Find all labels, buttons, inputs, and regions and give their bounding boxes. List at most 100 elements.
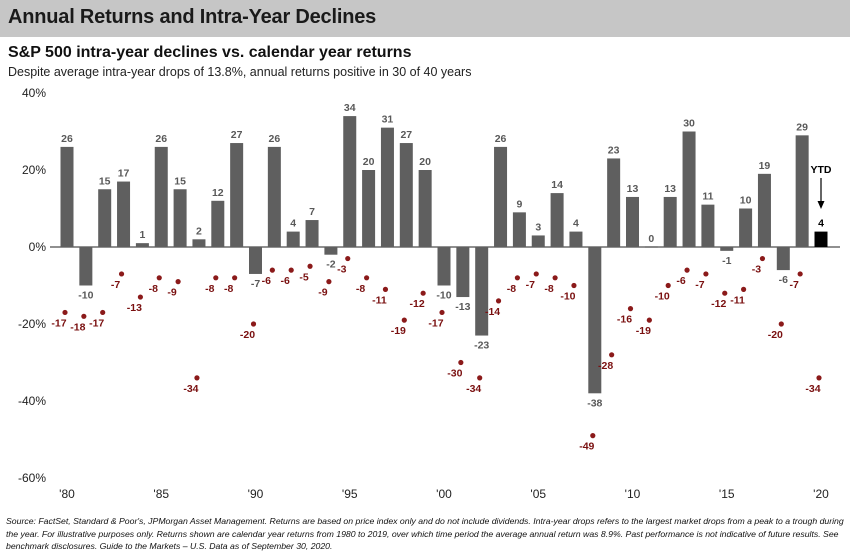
return-label: -10: [436, 290, 451, 302]
decline-dot: [118, 271, 125, 277]
decline-label: -8: [507, 283, 516, 295]
decline-label: -17: [89, 317, 104, 329]
return-label: 20: [419, 156, 431, 168]
return-label: 3: [535, 221, 541, 233]
decline-label: -12: [410, 298, 425, 310]
bars-series: 26-1015171261521227-72647-23420312720-10…: [60, 102, 828, 409]
return-bar: [173, 189, 187, 247]
return-bar: [795, 135, 809, 247]
return-bar: [550, 193, 564, 247]
return-bar: [249, 247, 262, 274]
return-bar: [588, 247, 602, 394]
decline-label: -19: [636, 325, 651, 337]
footnote: Source: FactSet, Standard & Poor's, JPMo…: [6, 516, 844, 551]
decline-dot: [81, 313, 87, 319]
decline-dot: [175, 279, 181, 285]
decline-dot: [684, 267, 690, 273]
return-label: -10: [78, 290, 93, 302]
decline-dot: [533, 271, 539, 277]
decline-label: -8: [205, 283, 214, 295]
decline-label: -20: [768, 329, 783, 341]
y-tick-label: -20%: [18, 317, 46, 331]
decline-dot: [194, 375, 200, 381]
return-label: 26: [61, 133, 73, 145]
return-label: -38: [587, 397, 602, 409]
x-tick-label: '10: [625, 487, 641, 501]
return-bar: [569, 231, 583, 247]
decline-dot: [401, 317, 407, 323]
decline-label: -3: [752, 264, 761, 276]
decline-dot: [439, 309, 445, 316]
return-label: 27: [231, 129, 243, 141]
decline-label: -16: [617, 314, 632, 326]
return-bar: [79, 247, 93, 286]
y-tick-label: 0%: [29, 240, 47, 254]
return-label: 4: [290, 218, 296, 230]
decline-dot: [288, 267, 294, 273]
decline-dot: [364, 275, 370, 281]
decline-dot: [722, 290, 728, 296]
return-bar: [324, 247, 338, 255]
return-bar: [663, 196, 677, 247]
decline-dot: [307, 263, 313, 269]
decline-label: -9: [318, 287, 327, 299]
return-label: 9: [516, 198, 522, 210]
return-bar: [230, 143, 244, 247]
return-bar: [682, 131, 696, 247]
return-label: 11: [702, 191, 713, 203]
decline-label: -10: [560, 291, 575, 303]
return-label: 31: [382, 114, 394, 126]
chart-subtitle: Despite average intra-year drops of 13.8…: [8, 65, 472, 79]
decline-dot: [269, 267, 275, 273]
return-label: -7: [251, 278, 260, 290]
decline-dot: [590, 433, 596, 439]
x-tick-label: '15: [719, 487, 735, 501]
y-tick-label: -60%: [18, 471, 46, 485]
decline-dot: [250, 321, 257, 327]
decline-label: -17: [51, 317, 66, 329]
x-tick-label: '85: [153, 487, 169, 501]
x-tick-label: '90: [248, 487, 264, 501]
ytd-annotation: YTD: [811, 164, 832, 209]
return-bar: [644, 246, 658, 248]
declines-series: -17 -18 -17 -7 -13 -8 -9 -34 -8 -8 -20 -6 -6 -5 -9 -3 -8…: [51, 255, 822, 453]
x-tick-label: '20: [813, 487, 829, 501]
decline-label: -7: [789, 279, 798, 291]
decline-dot: [477, 375, 483, 381]
decline-dot: [495, 298, 502, 304]
decline-dot: [627, 306, 634, 312]
ytd-bar: [814, 231, 828, 247]
return-label: 23: [608, 144, 620, 156]
decline-dot: [156, 275, 162, 281]
return-label: 29: [796, 121, 808, 133]
decline-label: -19: [391, 325, 406, 337]
return-bar: [757, 173, 771, 247]
return-label: 10: [740, 195, 752, 207]
decline-label: -7: [526, 279, 535, 291]
return-bar: [739, 208, 753, 247]
returns-chart: 40%20%0%-20%-40%-60% 26-1015171261521227…: [18, 86, 840, 501]
return-label: 13: [627, 183, 639, 195]
return-label: 12: [212, 187, 224, 199]
decline-label: -3: [337, 264, 346, 276]
decline-label: -17: [428, 317, 443, 329]
y-axis: 40% 20% 0% -20% -40% -60%: [18, 86, 46, 485]
return-bar: [399, 143, 413, 247]
return-bar: [60, 146, 74, 247]
title-banner: Annual Returns and Intra-Year Declines: [0, 0, 850, 37]
decline-dot: [571, 282, 577, 289]
return-bar: [456, 247, 470, 298]
decline-dot: [213, 275, 219, 281]
decline-label: -5: [299, 271, 308, 283]
decline-label: -8: [224, 283, 233, 295]
banner-title: Annual Returns and Intra-Year Declines: [8, 6, 377, 28]
return-label: 19: [759, 160, 771, 172]
return-label: 15: [99, 175, 111, 187]
return-label: 7: [309, 206, 315, 218]
return-label: 14: [551, 179, 563, 191]
decline-label: -10: [655, 291, 670, 303]
decline-label: -11: [372, 294, 387, 306]
x-tick-label: '05: [530, 487, 546, 501]
decline-label: -14: [485, 306, 500, 318]
return-bar: [512, 212, 526, 247]
